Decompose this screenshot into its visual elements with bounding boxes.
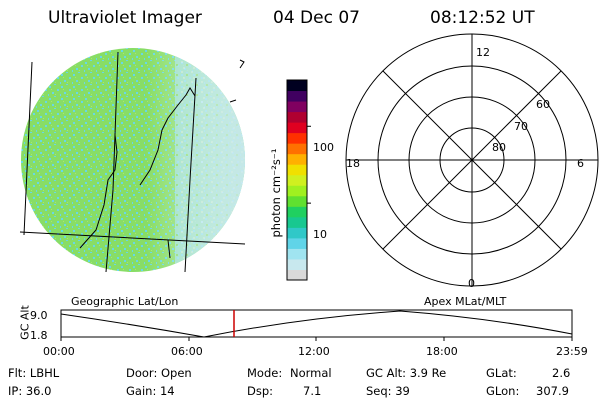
timeline-ytick-top: 9.0 — [30, 309, 48, 322]
colorbar-cell — [287, 206, 307, 218]
timeline-xtick-2359: 23:59 — [556, 345, 588, 358]
colorbar-cell — [287, 132, 307, 144]
mlt-label-6: 6 — [577, 157, 584, 170]
colorbar-cell — [287, 164, 307, 176]
glon-value: 307.9 — [536, 384, 569, 398]
timeline-xtick-0600: 06:00 — [171, 345, 203, 358]
date-label: 04 Dec 07 — [273, 8, 360, 28]
mlat-label-60: 60 — [536, 98, 550, 111]
colorbar-cell — [287, 80, 307, 92]
polar-plot — [345, 33, 599, 287]
colorbar-cell — [287, 153, 307, 165]
gain-status: Gain: 14 — [126, 384, 175, 398]
dsp-value: 7.1 — [303, 384, 322, 398]
mlt-label-12: 12 — [476, 46, 490, 59]
colorbar-cell — [287, 101, 307, 113]
colorbar-cell — [287, 237, 307, 249]
dsp-label: Dsp: — [247, 384, 274, 398]
colorbar-cell — [287, 111, 307, 123]
colorbar-cell — [287, 248, 307, 260]
instrument-title: Ultraviolet Imager — [48, 8, 202, 28]
timeline-xtick-1800: 18:00 — [426, 345, 458, 358]
timeline-xtick-1200: 12:00 — [298, 345, 330, 358]
colorbar-cell — [287, 269, 307, 281]
orbit-altitude-curve — [60, 310, 573, 338]
mlat-label-80: 80 — [492, 141, 506, 154]
sequence-number: Seq: 39 — [366, 384, 410, 398]
timeline-ytick-bottom: 1.8 — [30, 329, 48, 342]
geographic-grid-overlay — [19, 51, 246, 273]
apex-panel-label: Apex MLat/MLT — [424, 295, 507, 308]
colorbar-tick-100: 100 — [313, 141, 334, 154]
glat-label: GLat: — [486, 366, 517, 380]
mode-label: Mode: — [247, 366, 283, 380]
colorbar-cell — [287, 185, 307, 197]
geographic-panel-label: Geographic Lat/Lon — [71, 295, 179, 308]
colorbar-cell — [287, 122, 307, 134]
time-label: 08:12:52 UT — [430, 8, 535, 28]
filter-status: Flt: LBHL — [8, 366, 60, 380]
mlat-label-70: 70 — [514, 120, 528, 133]
timeline-xtick-0000: 00:00 — [43, 345, 75, 358]
door-status: Door: Open — [126, 366, 192, 380]
gc-altitude: GC Alt: 3.9 Re — [366, 366, 447, 380]
colorbar-tick-10: 10 — [313, 228, 327, 241]
colorbar-cell — [287, 90, 307, 102]
colorbar-cell — [287, 174, 307, 186]
glon-label: GLon: — [486, 384, 520, 398]
colorbar-label: photon cm⁻²s⁻¹ — [269, 148, 283, 238]
mlt-label-18: 18 — [346, 157, 360, 170]
mode-value: Normal — [290, 366, 332, 380]
ip-status: IP: 36.0 — [8, 384, 52, 398]
colorbar — [286, 79, 311, 281]
colorbar-cell — [287, 143, 307, 155]
colorbar-cell — [287, 216, 307, 228]
colorbar-cell — [287, 258, 307, 270]
colorbar-cell — [287, 195, 307, 207]
glat-value: 2.6 — [552, 366, 571, 380]
uv-image-disc — [21, 48, 245, 272]
mlt-label-0: 0 — [468, 277, 475, 290]
colorbar-cell — [287, 227, 307, 239]
timeline-plot — [60, 309, 573, 341]
